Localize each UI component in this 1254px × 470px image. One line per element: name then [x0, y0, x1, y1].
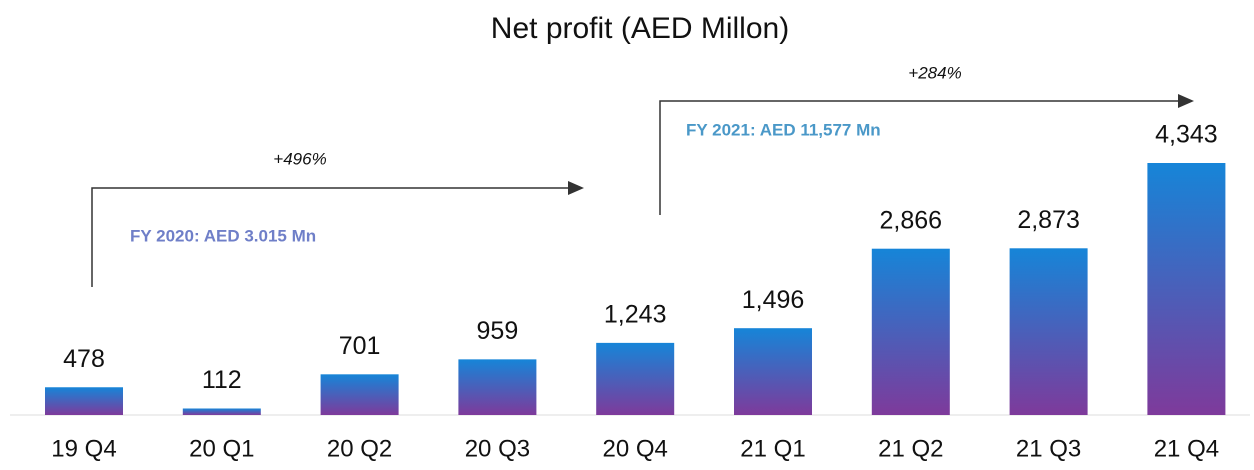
bar [45, 387, 123, 415]
value-label: 1,496 [742, 286, 805, 314]
chart-title: Net profit (AED Millon) [491, 12, 789, 45]
value-label: 2,866 [880, 206, 943, 234]
bar [871, 248, 950, 415]
bar [458, 359, 537, 415]
value-label: 1,243 [604, 300, 667, 328]
x-tick-label: 21 Q4 [1154, 435, 1219, 462]
bracket-arrow [91, 187, 570, 287]
bar [1009, 248, 1088, 415]
arrow-head [568, 181, 584, 195]
arrow-head [1178, 94, 1194, 108]
value-label: 478 [63, 345, 105, 373]
value-label: 701 [339, 332, 381, 360]
bar [734, 328, 812, 415]
value-label: 4,343 [1155, 121, 1218, 149]
annotation: FY 2021: AED 11,577 Mn [686, 120, 881, 139]
bar [182, 408, 261, 415]
x-tick-label: 20 Q4 [603, 435, 668, 462]
x-tick-label: 21 Q1 [740, 435, 805, 462]
value-label: 112 [202, 366, 242, 394]
x-tick-label: 20 Q1 [189, 435, 254, 462]
x-tick-label: 20 Q2 [327, 435, 392, 462]
annotation: +284% [908, 63, 961, 82]
x-tick-label: 21 Q2 [878, 435, 943, 462]
bar [320, 374, 399, 415]
x-tick-label: 21 Q3 [1016, 435, 1081, 462]
value-label: 959 [477, 317, 519, 345]
annotation: FY 2020: AED 3.015 Mn [130, 226, 316, 245]
x-tick-label: 20 Q3 [465, 435, 530, 462]
value-label: 2,873 [1017, 206, 1080, 234]
x-tick-label: 19 Q4 [51, 435, 116, 462]
annotation: +496% [273, 149, 326, 168]
bracket-arrow [659, 100, 1180, 215]
bar [1147, 163, 1226, 415]
bar [596, 342, 675, 415]
